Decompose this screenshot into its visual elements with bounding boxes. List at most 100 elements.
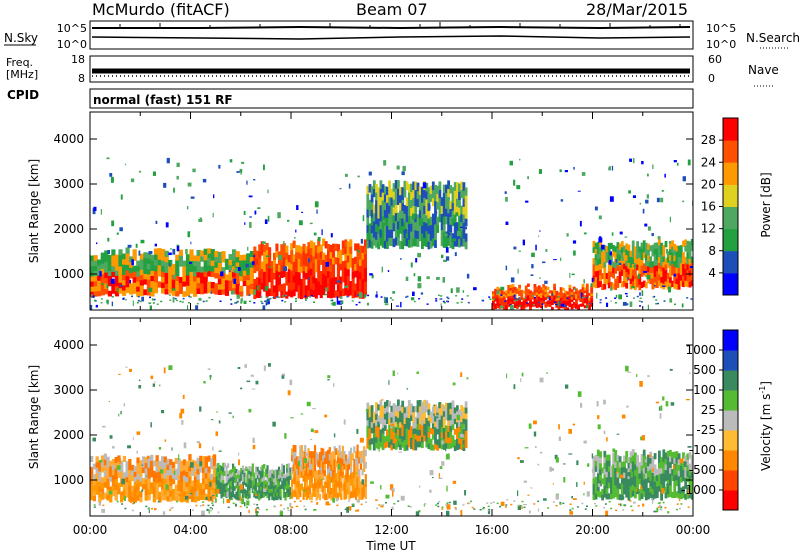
scatter-cell	[263, 164, 265, 171]
scatter-cell	[441, 461, 445, 466]
scatter-cell	[555, 494, 559, 500]
scatter-cell	[431, 477, 434, 479]
scatter-cell	[116, 465, 121, 470]
x-tick-label: 00:00	[73, 523, 108, 537]
nsearch-label: N.Search	[746, 31, 800, 45]
scatter-cell	[248, 408, 252, 413]
colorbar-swatch	[723, 350, 738, 371]
scatter-cell	[487, 508, 491, 515]
scatter-cell	[453, 500, 457, 505]
scatter-cell	[243, 300, 247, 304]
scatter-cell	[290, 506, 294, 509]
scatter-cell	[673, 273, 676, 277]
scatter-cell	[395, 305, 400, 307]
y-tick-label: 4000	[53, 132, 84, 146]
scatter-cell	[389, 484, 394, 491]
scatter-cell	[392, 370, 395, 377]
scatter-cell	[418, 510, 421, 513]
scatter-cell	[546, 372, 548, 374]
scatter-cell	[611, 165, 614, 171]
scatter-cell	[237, 367, 241, 369]
scatter-cell	[371, 274, 374, 279]
scatter-cell	[346, 506, 349, 513]
scatter-cell	[449, 233, 451, 236]
scatter-cell	[618, 294, 622, 300]
scatter-cell	[651, 233, 654, 237]
scatter-cell	[132, 437, 134, 440]
scatter-cell	[620, 503, 622, 507]
scatter-cell	[308, 277, 310, 280]
scatter-cell	[400, 301, 402, 308]
scatter-cell	[176, 162, 180, 167]
scatter-cell	[213, 194, 215, 199]
scatter-cell	[319, 468, 321, 472]
scatter-cell	[106, 284, 109, 289]
scatter-cell	[378, 450, 380, 452]
scatter-cell	[148, 302, 152, 305]
scatter-cell	[403, 440, 407, 443]
scatter-cell	[283, 492, 288, 494]
scatter-cell	[327, 378, 330, 381]
scatter-cell	[606, 437, 608, 442]
scatter-cell	[658, 406, 661, 411]
scatter-cell	[279, 511, 283, 516]
scatter-cell	[590, 283, 593, 288]
scatter-cell	[641, 290, 644, 296]
scatter-cell	[442, 277, 445, 283]
scatter-cell	[520, 378, 522, 383]
scatter-cell	[99, 271, 102, 277]
scatter-cell	[109, 435, 113, 439]
scatter-cell	[646, 194, 649, 199]
scatter-cell	[266, 255, 270, 257]
scatter-cell	[132, 300, 134, 307]
scatter-cell	[433, 404, 436, 407]
scatter-cell	[647, 375, 650, 378]
scatter-cell	[106, 299, 109, 304]
scatter-cell	[212, 212, 214, 218]
scatter-cell	[622, 301, 627, 306]
scatter-cell	[199, 217, 202, 222]
scatter-cell	[576, 482, 578, 487]
scatter-cell	[216, 411, 218, 413]
scatter-cell	[464, 490, 466, 496]
scatter-cell	[504, 191, 507, 194]
scatter-cell	[208, 253, 212, 258]
scatter-cell	[524, 447, 529, 449]
scatter-cell	[583, 481, 585, 485]
nsky-tick-top: 10^5	[57, 22, 87, 35]
scatter-cell	[564, 170, 568, 173]
scatter-cell	[383, 160, 387, 166]
scatter-cell	[538, 235, 540, 237]
scatter-cell	[218, 450, 222, 452]
scatter-cell	[212, 446, 214, 451]
scatter-cell	[404, 408, 406, 413]
x-tick-label: 20:00	[575, 523, 610, 537]
scatter-cell	[246, 180, 248, 185]
scatter-cell	[325, 287, 328, 292]
scatter-cell	[396, 441, 399, 447]
scatter-cell	[418, 485, 421, 488]
scatter-cell	[539, 277, 541, 279]
scatter-cell	[423, 503, 425, 507]
scatter-cell	[356, 499, 360, 503]
scatter-cell	[400, 258, 402, 260]
scatter-cell	[325, 262, 329, 267]
scatter-cell	[628, 190, 631, 194]
scatter-cell	[323, 477, 325, 481]
x-tick-label: 00:00	[676, 523, 711, 537]
scatter-cell	[118, 373, 121, 375]
scatter-cell	[246, 380, 251, 383]
scatter-cell	[616, 433, 620, 435]
scatter-cell	[596, 292, 598, 299]
scatter-cell	[686, 399, 690, 401]
velocity-label-text: Velocity [m s	[759, 394, 773, 471]
scatter-cell	[401, 171, 405, 176]
colorbar-swatch	[723, 184, 738, 207]
scatter-cell	[230, 488, 232, 492]
scatter-cell	[427, 205, 431, 209]
scatter-cell	[640, 485, 642, 490]
scatter-cell	[656, 507, 659, 513]
scatter-cell	[107, 250, 110, 254]
scatter-cell	[416, 239, 420, 242]
scatter-cell	[626, 405, 629, 408]
